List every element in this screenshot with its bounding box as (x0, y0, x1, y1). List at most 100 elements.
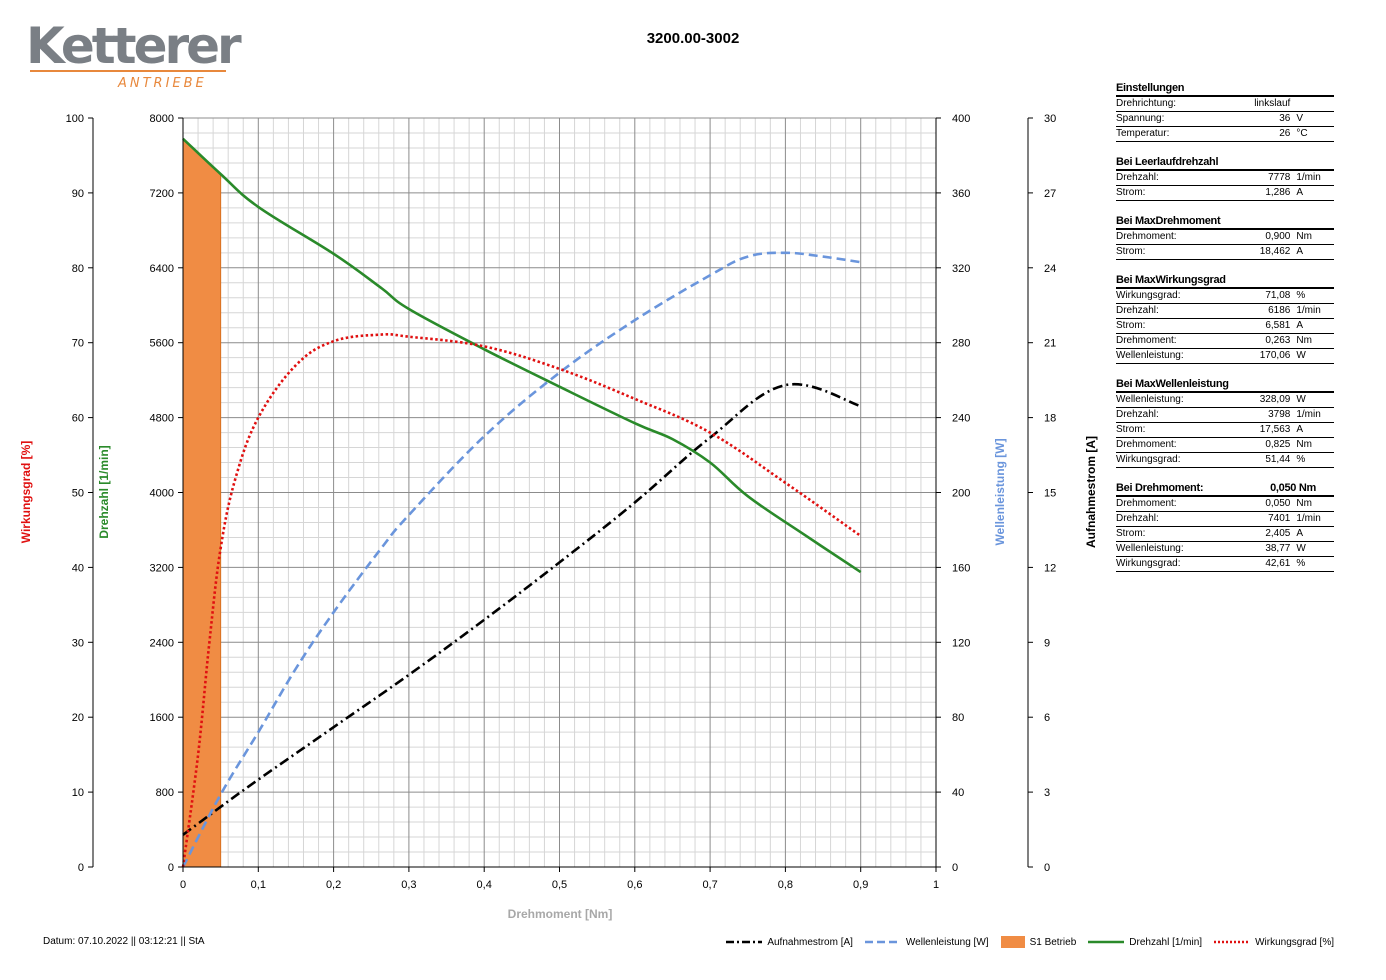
efficiency-tick-label: 90 (72, 188, 84, 200)
info-row-value: 38,77 (1265, 543, 1291, 554)
current-tick-label: 30 (1044, 113, 1056, 125)
info-panel: Einstellungen Drehrichtung: linkslauf Span… (1116, 82, 1334, 586)
info-row-unit: W (1296, 350, 1306, 361)
speed-tick-label: 7200 (150, 188, 174, 200)
info-row: Drehzahl: 7778 1/min (1116, 171, 1334, 186)
efficiency-tick-label: 60 (72, 413, 84, 425)
efficiency-tick-label: 70 (72, 338, 84, 350)
logo-wordmark: Ketterer (26, 17, 242, 75)
info-row: Drehmoment: 0,825 Nm (1116, 438, 1334, 453)
info-row-unit: W (1296, 543, 1306, 554)
info-row-unit: Nm (1296, 231, 1312, 242)
speed-tick-label: 6400 (150, 263, 174, 275)
legend-swatch-speed (1088, 940, 1125, 944)
info-row: Wellenleistung: 38,77 W (1116, 542, 1334, 557)
info-row-label: Drehzahl: (1116, 172, 1159, 183)
current-tick-label: 12 (1044, 562, 1056, 574)
info-row-value: 3798 (1268, 409, 1291, 420)
info-row-value: 7401 (1268, 513, 1291, 524)
efficiency-tick-label: 0 (78, 862, 84, 874)
info-row: Strom: 6,581 A (1116, 319, 1334, 334)
legend-label: Wellenleistung [W] (905, 936, 989, 948)
power-tick-label: 40 (952, 787, 964, 799)
speed-tick-label: 5600 (150, 338, 174, 350)
info-row-unit: Nm (1296, 439, 1312, 450)
legend: Aufnahmestrom [A] Wellenleistung [W] S1 … (714, 936, 1334, 948)
x-axis-label: Drehmoment [Nm] (508, 907, 613, 921)
footer-date: Datum: 07.10.2022 || 03:12:21 || StA (43, 936, 205, 947)
info-row: Strom: 17,563 A (1116, 423, 1334, 438)
info-row: Drehmoment: 0,050 Nm (1116, 497, 1334, 512)
group-title: Bei Drehmoment: 0,050 Nm (1116, 482, 1334, 497)
grid (182, 117, 937, 868)
legend-label: Aufnahmestrom [A] (767, 936, 853, 948)
info-row-unit: % (1296, 454, 1306, 465)
efficiency-tick-label: 10 (72, 787, 84, 799)
series-line-power (181, 251, 861, 868)
info-row: Wirkungsgrad: 51,44% (1116, 453, 1334, 468)
info-row-label: Drehzahl: (1116, 305, 1159, 316)
info-row-label: Temperatur: (1116, 128, 1170, 139)
efficiency-tick-label: 30 (72, 637, 84, 649)
legend-item-power: Wellenleistung [W] (864, 936, 989, 948)
info-row-label: Drehzahl: (1116, 409, 1159, 420)
info-row-label: Strom: (1116, 528, 1146, 539)
info-row-unit: % (1296, 558, 1306, 569)
axes: 0 0,1 0,2 0,3 0,4 0,5 0,6 0,7 0,8 0,9 101020304050… (66, 113, 1057, 891)
power-tick-label: 320 (952, 263, 970, 275)
info-row-value: 6,581 (1265, 320, 1291, 331)
power-tick-label: 240 (952, 413, 970, 425)
info-row-value: 17,563 (1259, 424, 1291, 435)
x-tick-label: 0 (180, 879, 186, 891)
current-tick-label: 15 (1044, 488, 1056, 500)
speed-axis-label: Drehzahl [1/min] (97, 445, 111, 538)
group-title: Bei MaxDrehmoment (1116, 215, 1334, 230)
info-row-unit: A (1296, 528, 1304, 539)
info-row: Temperatur: 26 °C (1116, 127, 1334, 142)
speed-tick-label: 4000 (150, 488, 174, 500)
info-row-value: 0,825 (1265, 439, 1291, 450)
x-tick-label: 0,5 (552, 879, 567, 891)
efficiency-tick-label: 100 (66, 113, 84, 125)
info-group-leerlauf: Bei Leerlaufdrehzahl Drehzahl: 7778 1/min S… (1116, 156, 1334, 201)
info-row-unit: A (1296, 320, 1304, 331)
info-row: Spannung: 36 V (1116, 112, 1334, 127)
info-row-unit: A (1296, 246, 1304, 257)
series-line-speed (182, 137, 862, 574)
legend-item-s1: S1 Betrieb (1000, 936, 1077, 948)
current-tick-label: 18 (1044, 413, 1056, 425)
info-row-label: Strom: (1116, 320, 1146, 331)
s1-region-layer (182, 137, 222, 868)
legend-label: S1 Betrieb (1029, 936, 1077, 948)
info-row-label: Drehrichtung: (1116, 98, 1177, 109)
current-tick-label: 24 (1044, 263, 1056, 275)
power-tick-label: 160 (952, 562, 970, 574)
group-title: Bei MaxWirkungsgrad (1116, 274, 1334, 289)
info-row-value: 36 (1279, 113, 1291, 124)
info-row: Wirkungsgrad: 42,61% (1116, 557, 1334, 572)
info-row-value: 18,462 (1259, 246, 1291, 257)
info-row-label: Wirkungsgrad: (1116, 290, 1181, 301)
power-axis-label: Wellenleistung [W] (993, 438, 1007, 545)
info-row: Drehzahl: 7401 1/min (1116, 512, 1334, 527)
info-row-label: Drehmoment: (1116, 335, 1177, 346)
info-row-label: Wellenleistung: (1116, 350, 1184, 361)
current-tick-label: 6 (1044, 712, 1050, 724)
info-row: Drehrichtung: linkslauf (1116, 97, 1334, 112)
info-row-value: 0,263 (1265, 335, 1291, 346)
current-axis-label: Aufnahmestrom [A] (1084, 436, 1098, 548)
info-row-unit: 1/min (1296, 172, 1321, 183)
info-row-unit: Nm (1296, 498, 1312, 509)
efficiency-tick-label: 50 (72, 488, 84, 500)
series-line-efficiency (181, 332, 862, 868)
efficiency-tick-label: 40 (72, 562, 84, 574)
info-group-einstellungen: Einstellungen Drehrichtung: linkslauf Span… (1116, 82, 1334, 142)
info-row-unit: Nm (1296, 335, 1312, 346)
info-row-label: Drehmoment: (1116, 498, 1177, 509)
info-row-value: 1,286 (1265, 187, 1291, 198)
info-row-value: 71,08 (1265, 290, 1291, 301)
info-row-unit: °C (1296, 128, 1308, 139)
info-row-label: Strom: (1116, 246, 1146, 257)
legend-label: Wirkungsgrad [%] (1255, 936, 1334, 948)
legend-item-speed: Drehzahl [1/min] (1088, 937, 1202, 948)
